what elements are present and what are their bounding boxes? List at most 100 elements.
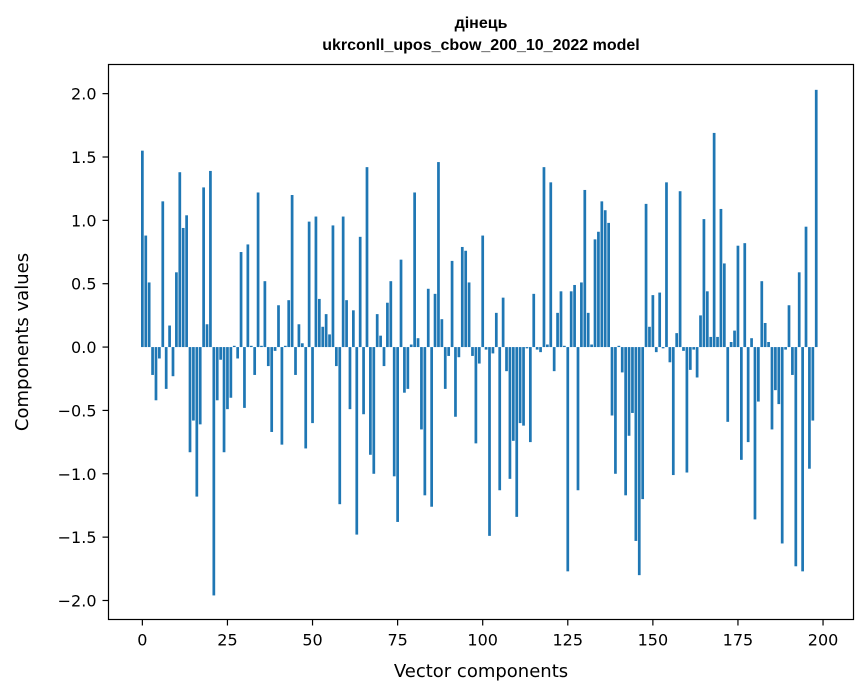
bar-47 bbox=[300, 343, 304, 348]
bar-43 bbox=[287, 300, 291, 348]
bar-76 bbox=[399, 259, 403, 348]
bar-45 bbox=[294, 347, 297, 375]
bar-79 bbox=[409, 344, 413, 348]
bar-74 bbox=[392, 347, 396, 477]
bar-46 bbox=[297, 324, 301, 348]
bar-102 bbox=[488, 347, 491, 536]
bar-48 bbox=[304, 347, 308, 449]
bar-100 bbox=[481, 235, 485, 348]
bar-120 bbox=[549, 182, 553, 348]
bar-142 bbox=[624, 347, 627, 496]
bar-59 bbox=[341, 216, 345, 348]
bar-81 bbox=[416, 338, 420, 348]
bar-62 bbox=[352, 310, 355, 348]
x-axis-ticks: 0 25 50 75 100 125 150 175 200 bbox=[137, 619, 839, 650]
bar-39 bbox=[273, 347, 277, 351]
bar-139 bbox=[614, 347, 617, 474]
bar-177 bbox=[743, 243, 747, 348]
bar-80 bbox=[413, 192, 416, 348]
bar-40 bbox=[277, 305, 280, 348]
bar-97 bbox=[471, 347, 474, 356]
bar-33 bbox=[253, 347, 257, 375]
bar-129 bbox=[580, 282, 583, 348]
bar-106 bbox=[501, 297, 505, 348]
bar-137 bbox=[607, 222, 610, 348]
bar-196 bbox=[808, 347, 811, 469]
x-axis-label: Vector components bbox=[394, 661, 568, 682]
bar-117 bbox=[539, 347, 542, 353]
bar-168 bbox=[712, 132, 716, 348]
bar-135 bbox=[600, 201, 604, 348]
bar-50 bbox=[311, 347, 314, 424]
bar-104 bbox=[494, 312, 498, 348]
bar-115 bbox=[532, 293, 536, 348]
y-tick-label: 1.0 bbox=[71, 211, 96, 230]
bar-3 bbox=[151, 347, 154, 375]
bar-55 bbox=[328, 334, 331, 348]
bar-21 bbox=[212, 347, 216, 596]
bar-8 bbox=[168, 325, 171, 348]
bar-161 bbox=[688, 347, 692, 370]
y-tick-label: −0.5 bbox=[58, 401, 97, 420]
bar-141 bbox=[620, 347, 624, 373]
bar-152 bbox=[658, 292, 662, 348]
x-tick-label: 200 bbox=[808, 631, 839, 650]
bar-26 bbox=[229, 347, 233, 398]
bar-52 bbox=[317, 298, 321, 348]
bar-125 bbox=[566, 347, 570, 572]
bar-56 bbox=[331, 225, 335, 348]
bar-176 bbox=[740, 347, 743, 460]
bar-15 bbox=[192, 347, 195, 421]
bar-185 bbox=[770, 347, 774, 430]
bar-23 bbox=[219, 347, 222, 360]
bar-91 bbox=[450, 260, 454, 348]
y-tick-label: 2.0 bbox=[71, 85, 96, 104]
bar-41 bbox=[280, 347, 284, 445]
bar-134 bbox=[597, 231, 600, 348]
bar-25 bbox=[226, 347, 229, 410]
bar-99 bbox=[477, 347, 481, 364]
y-tick-label: 1.5 bbox=[71, 148, 96, 167]
bar-101 bbox=[484, 347, 488, 350]
bar-166 bbox=[705, 291, 709, 348]
bar-127 bbox=[573, 284, 576, 348]
x-tick-label: 125 bbox=[553, 631, 584, 650]
bar-133 bbox=[593, 239, 597, 348]
bar-10 bbox=[175, 272, 178, 348]
y-axis-ticks: −2.0 −1.5 −1.0 −0.5 0.0 0.5 1.0 1.5 2.0 bbox=[58, 85, 109, 610]
bar-132 bbox=[590, 344, 593, 348]
y-axis-label: Components values bbox=[12, 253, 33, 431]
y-tick-label: −2.0 bbox=[58, 591, 97, 610]
bar-36 bbox=[263, 281, 267, 348]
bar-119 bbox=[546, 344, 549, 348]
bar-148 bbox=[644, 203, 648, 348]
bar-171 bbox=[722, 263, 726, 348]
bar-197 bbox=[811, 347, 815, 421]
bar-178 bbox=[746, 347, 750, 443]
bar-159 bbox=[682, 347, 685, 351]
bar-75 bbox=[396, 347, 399, 522]
bar-58 bbox=[338, 347, 342, 505]
bar-187 bbox=[777, 347, 781, 405]
bar-14 bbox=[188, 347, 192, 453]
x-tick-label: 100 bbox=[467, 631, 498, 650]
bar-66 bbox=[365, 167, 369, 348]
bar-136 bbox=[603, 210, 607, 348]
bar-193 bbox=[797, 272, 801, 348]
bar-35 bbox=[260, 345, 263, 348]
bar-146 bbox=[637, 347, 641, 576]
bar-32 bbox=[249, 345, 253, 348]
bar-155 bbox=[668, 347, 672, 363]
bar-112 bbox=[522, 347, 525, 426]
bar-0 bbox=[141, 150, 144, 348]
bar-123 bbox=[559, 291, 563, 348]
bar-9 bbox=[171, 347, 175, 377]
y-tick-label: −1.0 bbox=[58, 465, 97, 484]
bar-188 bbox=[780, 347, 784, 544]
bar-57 bbox=[334, 347, 338, 367]
bar-7 bbox=[164, 347, 168, 389]
bar-30 bbox=[243, 347, 246, 408]
bar-4 bbox=[154, 347, 158, 401]
y-tick-label: 0.5 bbox=[71, 275, 96, 294]
